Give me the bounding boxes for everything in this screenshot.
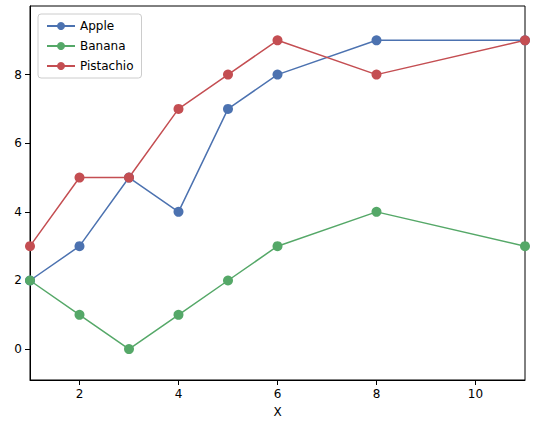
svg-text:6: 6: [14, 136, 22, 150]
svg-text:2: 2: [14, 273, 22, 287]
svg-text:2: 2: [76, 387, 84, 401]
svg-text:4: 4: [175, 387, 183, 401]
svg-text:X: X: [273, 405, 281, 419]
svg-text:Banana: Banana: [80, 39, 126, 53]
svg-text:8: 8: [373, 387, 381, 401]
svg-text:Apple: Apple: [80, 19, 114, 33]
svg-text:10: 10: [468, 387, 483, 401]
svg-text:4: 4: [14, 205, 22, 219]
svg-text:Pistachio: Pistachio: [80, 59, 134, 73]
svg-text:6: 6: [274, 387, 282, 401]
svg-text:8: 8: [14, 68, 22, 82]
svg-text:0: 0: [14, 342, 22, 356]
